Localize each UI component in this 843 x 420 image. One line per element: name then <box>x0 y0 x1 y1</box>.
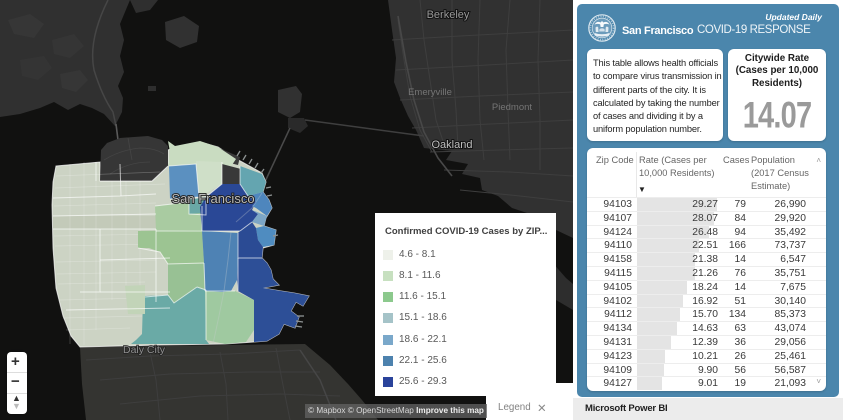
svg-text:Daly City: Daly City <box>123 344 166 356</box>
svg-text:San Francisco: San Francisco <box>171 191 254 206</box>
svg-text:Oakland: Oakland <box>432 139 473 151</box>
svg-text:Piedmont: Piedmont <box>492 102 532 113</box>
svg-text:Berkeley: Berkeley <box>427 9 470 21</box>
svg-text:Emeryville: Emeryville <box>408 87 452 98</box>
